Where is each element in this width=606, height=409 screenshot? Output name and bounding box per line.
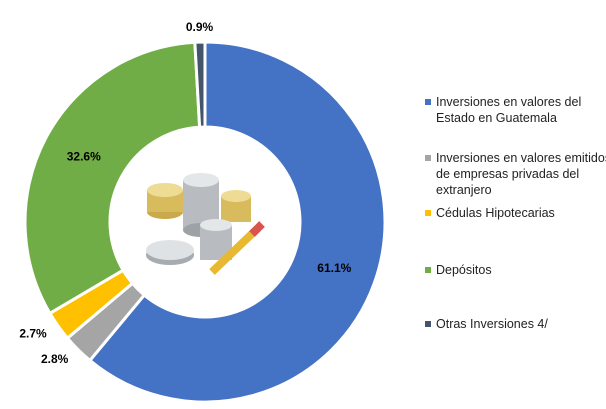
legend-swatch: [425, 155, 431, 161]
legend-item: Inversiones en valores del Estado en Gua…: [425, 94, 606, 126]
legend-item: Otras Inversiones 4/: [425, 316, 606, 332]
data-label: 2.7%: [19, 326, 47, 340]
data-label: 2.8%: [41, 352, 69, 366]
legend-label: Inversiones en valores emitidos de empre…: [436, 151, 606, 197]
page: {"chart_data": {"type": "donut", "catego…: [0, 0, 606, 409]
legend-label: Otras Inversiones 4/: [436, 317, 548, 331]
legend-item: Cédulas Hipotecarias: [425, 205, 606, 221]
legend-swatch: [425, 99, 431, 105]
legend-swatch: [425, 267, 431, 273]
legend-swatch: [425, 321, 431, 327]
legend-swatch: [425, 210, 431, 216]
coins-illustration: [133, 150, 277, 294]
data-label: 0.9%: [186, 20, 214, 34]
data-label: 32.6%: [67, 149, 101, 163]
legend-label: Inversiones en valores del Estado en Gua…: [436, 95, 581, 125]
legend-label: Depósitos: [436, 263, 492, 277]
legend-item: Depósitos: [425, 262, 606, 278]
legend-label: Cédulas Hipotecarias: [436, 206, 555, 220]
data-label: 61.1%: [317, 261, 351, 275]
legend-item: Inversiones en valores emitidos de empre…: [425, 150, 606, 198]
